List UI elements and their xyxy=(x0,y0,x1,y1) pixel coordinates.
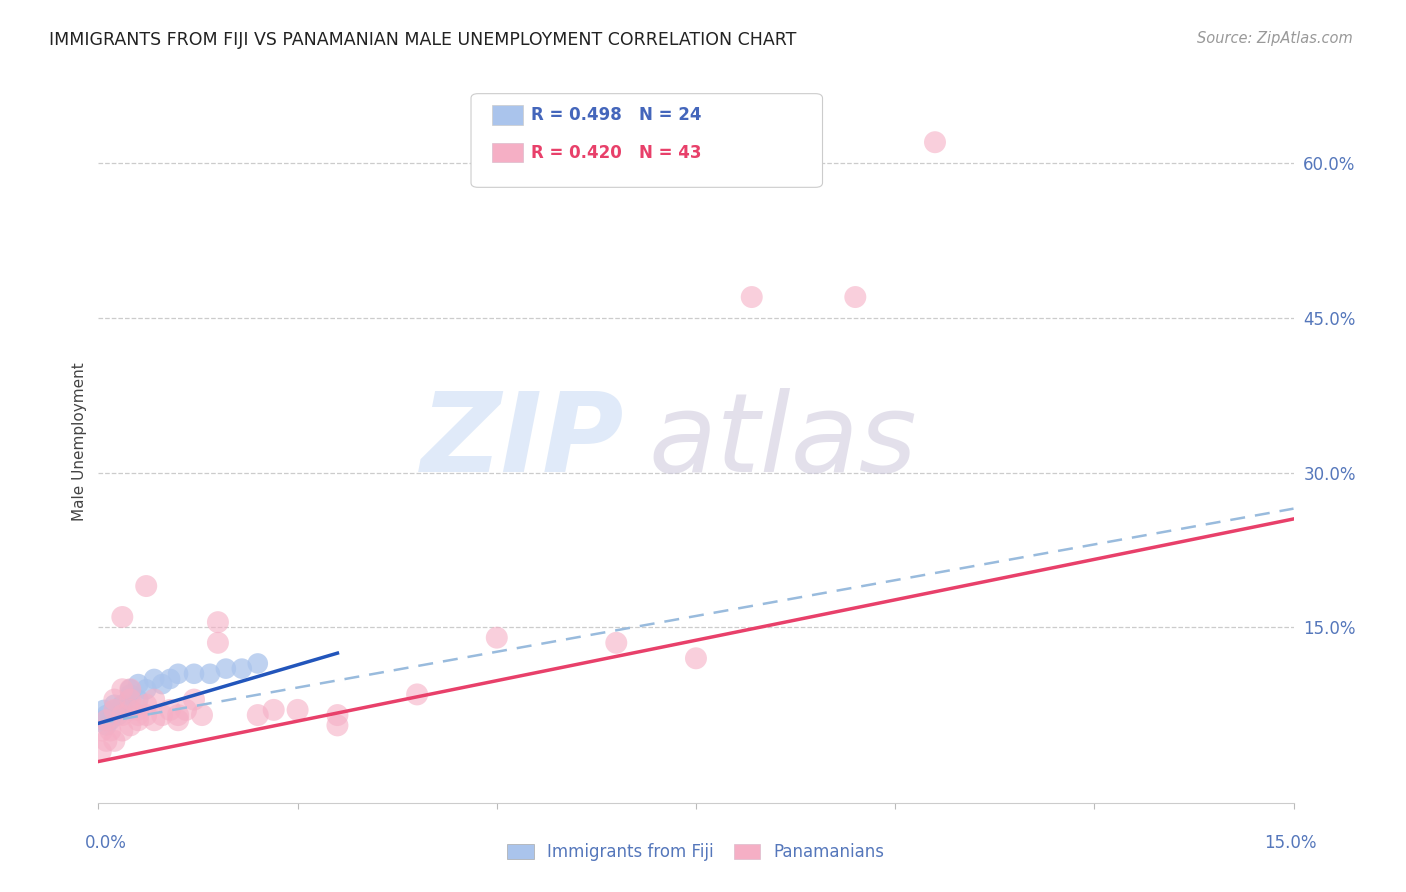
Point xyxy=(143,713,166,727)
Point xyxy=(120,692,142,706)
Point xyxy=(287,703,309,717)
Point xyxy=(844,290,866,304)
Point xyxy=(174,703,197,717)
Point xyxy=(143,672,166,686)
Point xyxy=(207,636,229,650)
Text: IMMIGRANTS FROM FIJI VS PANAMANIAN MALE UNEMPLOYMENT CORRELATION CHART: IMMIGRANTS FROM FIJI VS PANAMANIAN MALE … xyxy=(49,31,797,49)
Text: ZIP: ZIP xyxy=(420,388,624,495)
Text: 0.0%: 0.0% xyxy=(84,834,127,852)
Point xyxy=(246,708,269,723)
Point xyxy=(111,610,134,624)
Point xyxy=(191,708,214,723)
Point xyxy=(150,708,173,723)
Point xyxy=(96,713,118,727)
Point xyxy=(326,708,349,723)
Point xyxy=(183,666,205,681)
Point xyxy=(96,734,118,748)
Point xyxy=(111,698,134,712)
Point xyxy=(103,734,125,748)
Point xyxy=(159,672,181,686)
Point xyxy=(183,692,205,706)
Point xyxy=(589,135,612,149)
Text: R = 0.420   N = 43: R = 0.420 N = 43 xyxy=(531,144,702,161)
Point xyxy=(111,708,134,723)
Point xyxy=(111,682,134,697)
Text: 15.0%: 15.0% xyxy=(1264,834,1317,852)
Text: R = 0.498   N = 24: R = 0.498 N = 24 xyxy=(531,106,702,124)
Point xyxy=(207,615,229,630)
Point xyxy=(135,682,157,697)
Point xyxy=(263,703,285,717)
Point xyxy=(159,703,181,717)
Point xyxy=(93,703,115,717)
Point xyxy=(605,636,627,650)
Point xyxy=(120,718,142,732)
Point xyxy=(741,290,763,304)
Point xyxy=(326,718,349,732)
Text: atlas: atlas xyxy=(648,388,917,495)
Point xyxy=(406,687,429,701)
Point xyxy=(685,651,707,665)
Point xyxy=(103,692,125,706)
Point xyxy=(127,708,149,723)
Point xyxy=(120,687,142,701)
Point xyxy=(98,713,122,727)
Point xyxy=(107,708,129,723)
Point xyxy=(120,703,142,717)
Point xyxy=(215,662,238,676)
Point xyxy=(135,708,157,723)
Point xyxy=(90,744,112,758)
Y-axis label: Male Unemployment: Male Unemployment xyxy=(72,362,87,521)
Point xyxy=(143,692,166,706)
Point xyxy=(96,718,118,732)
Point xyxy=(127,703,149,717)
Point xyxy=(135,579,157,593)
Point xyxy=(111,703,134,717)
Point xyxy=(120,682,142,697)
Point xyxy=(246,657,269,671)
Point xyxy=(135,698,157,712)
Point xyxy=(127,692,149,706)
Point xyxy=(91,713,114,727)
Point xyxy=(167,713,190,727)
Point xyxy=(167,708,190,723)
Point xyxy=(127,713,149,727)
Point xyxy=(231,662,253,676)
Point xyxy=(103,698,125,712)
Point xyxy=(103,703,125,717)
Point xyxy=(98,723,122,738)
Point xyxy=(91,723,114,738)
Text: Source: ZipAtlas.com: Source: ZipAtlas.com xyxy=(1197,31,1353,46)
Legend: Immigrants from Fiji, Panamanians: Immigrants from Fiji, Panamanians xyxy=(501,837,891,868)
Point xyxy=(924,135,946,149)
Point xyxy=(96,708,118,723)
Point xyxy=(198,666,221,681)
Point xyxy=(485,631,508,645)
Point xyxy=(120,682,142,697)
Point xyxy=(167,666,190,681)
Point xyxy=(150,677,173,691)
Point xyxy=(111,723,134,738)
Point xyxy=(103,703,125,717)
Point xyxy=(127,677,149,691)
